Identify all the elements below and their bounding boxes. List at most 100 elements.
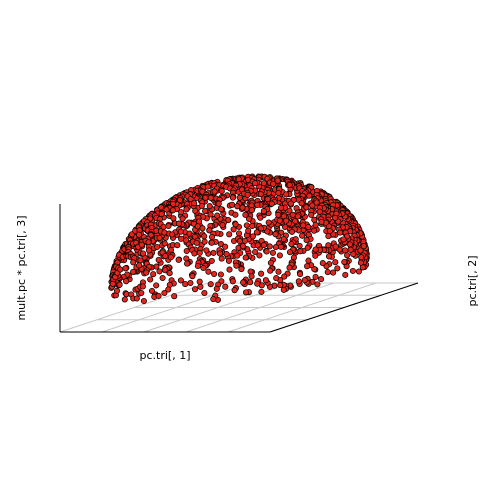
data-point: [336, 246, 343, 253]
data-point: [162, 253, 169, 260]
data-point: [346, 241, 354, 248]
data-point: [312, 273, 319, 280]
data-point: [313, 199, 320, 206]
data-point: [269, 249, 276, 256]
data-point: [286, 207, 293, 214]
data-point: [202, 207, 209, 215]
data-point: [316, 208, 323, 215]
data-point: [223, 251, 230, 258]
data-point: [242, 211, 249, 218]
data-point: [177, 277, 184, 284]
data-point: [206, 227, 213, 234]
data-point: [347, 246, 354, 253]
data-point: [113, 287, 121, 294]
data-point: [191, 200, 198, 207]
data-point: [312, 252, 319, 259]
data-point: [222, 243, 229, 250]
data-point: [280, 286, 287, 293]
data-point: [155, 256, 162, 263]
data-point: [206, 203, 213, 210]
data-point: [247, 279, 254, 286]
z-axis-label: mult.pc * pc.tri[, 3]: [15, 215, 28, 320]
data-point: [305, 257, 312, 264]
data-point: [243, 222, 250, 229]
data-point: [203, 247, 210, 254]
data-point: [207, 281, 214, 288]
data-point: [166, 270, 173, 277]
data-point: [342, 271, 349, 278]
data-point: [235, 176, 242, 183]
data-point: [183, 247, 190, 255]
y-axis-line: [269, 282, 419, 333]
data-point: [242, 237, 249, 244]
data-point: [165, 286, 172, 293]
data-point: [130, 268, 137, 275]
data-point: [275, 211, 282, 218]
data-point: [147, 276, 154, 283]
data-point: [232, 221, 239, 228]
data-point: [201, 233, 208, 240]
data-point: [211, 270, 218, 278]
data-point: [252, 248, 259, 256]
data-point: [288, 228, 296, 235]
data-point: [226, 266, 233, 273]
data-point: [265, 219, 272, 226]
data-point: [260, 208, 267, 215]
data-point: [122, 265, 129, 272]
data-point: [281, 273, 288, 280]
data-point: [242, 289, 250, 296]
data-point: [139, 283, 146, 290]
data-point: [267, 267, 274, 274]
x-axis-label: pc.tri[, 1]: [140, 349, 191, 362]
data-point: [239, 204, 246, 211]
data-point: [260, 180, 267, 187]
data-point: [330, 269, 337, 276]
data-point: [171, 293, 178, 300]
data-point: [169, 231, 176, 238]
data-point: [163, 206, 170, 213]
data-point: [167, 246, 175, 254]
data-point: [309, 202, 316, 209]
data-point: [326, 227, 333, 235]
data-point: [208, 257, 215, 264]
data-point: [272, 244, 279, 251]
data-point: [299, 232, 306, 239]
data-point: [236, 194, 243, 201]
data-point: [216, 250, 223, 257]
data-point: [150, 271, 157, 278]
data-point: [183, 255, 190, 262]
data-point: [161, 289, 168, 297]
data-point: [158, 204, 165, 211]
data-point: [294, 213, 301, 220]
data-point: [222, 283, 229, 290]
data-point: [218, 188, 225, 195]
data-point: [287, 200, 294, 207]
data-point: [143, 269, 150, 276]
data-point: [205, 268, 212, 275]
data-point: [230, 226, 237, 233]
y-axis-label: pc.tri[, 2]: [466, 256, 479, 307]
data-point: [297, 271, 304, 278]
data-point: [198, 202, 205, 210]
data-point: [277, 204, 285, 211]
data-point: [274, 177, 281, 184]
data-point: [245, 215, 253, 223]
data-point: [140, 297, 147, 305]
data-point: [318, 276, 325, 283]
data-point: [263, 248, 270, 255]
data-point: [117, 266, 124, 273]
data-point: [155, 292, 162, 299]
data-point: [358, 254, 365, 261]
data-point: [140, 250, 147, 257]
data-point: [280, 236, 287, 243]
data-point: [197, 283, 204, 290]
data-point: [213, 285, 220, 292]
data-point: [123, 278, 130, 285]
data-point: [245, 227, 252, 234]
data-point: [240, 279, 247, 286]
data-point: [312, 221, 319, 228]
data-point: [254, 242, 261, 249]
data-point: [325, 253, 333, 260]
data-point: [262, 277, 269, 284]
data-point: [332, 243, 339, 250]
